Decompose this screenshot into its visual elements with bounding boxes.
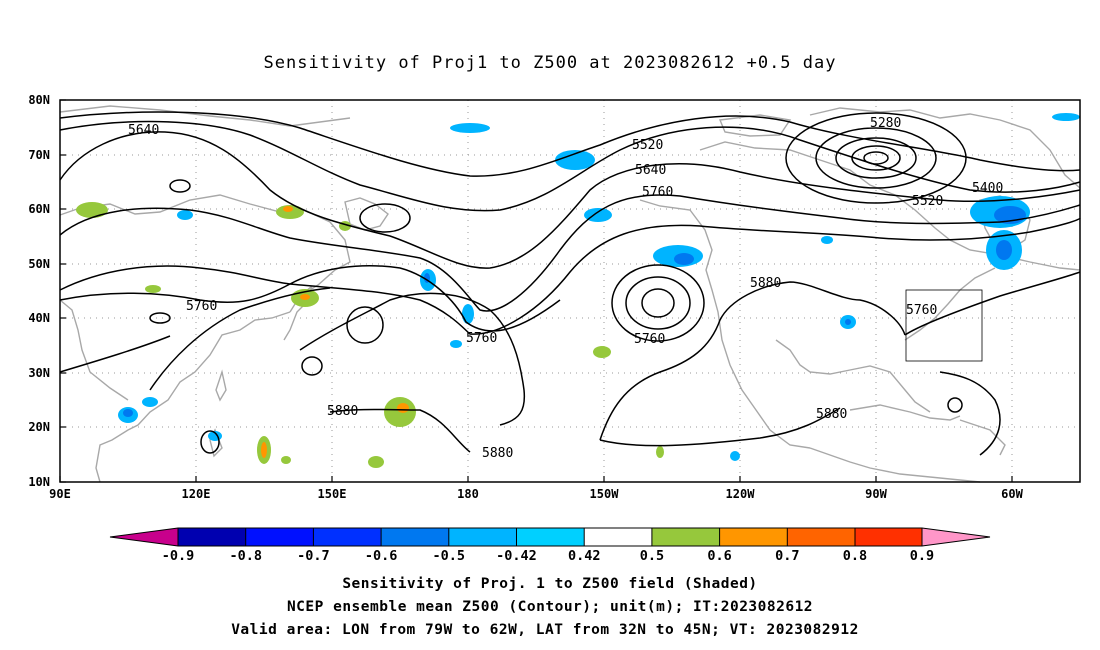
contour-label: 5760 bbox=[186, 299, 217, 314]
colorbar-label: 0.9 bbox=[910, 548, 934, 564]
contour-label: 5520 bbox=[632, 138, 663, 153]
caption-line-2: NCEP ensemble mean Z500 (Contour); unit(… bbox=[287, 599, 813, 615]
colorbar-segment bbox=[381, 528, 449, 546]
lat-label: 20N bbox=[28, 420, 50, 434]
lon-label: 180 bbox=[457, 487, 479, 501]
colorbar-low-triangle bbox=[110, 528, 178, 546]
colorbar-segment bbox=[245, 528, 314, 546]
contour-label: 5520 bbox=[912, 194, 943, 209]
colorbar-label: -0.8 bbox=[229, 548, 262, 564]
caption: Sensitivity of Proj. 1 to Z500 field (Sh… bbox=[231, 576, 859, 638]
valid-area-box bbox=[905, 289, 983, 362]
colorbar-high-triangle bbox=[922, 528, 990, 546]
contour-label: 5880 bbox=[482, 446, 513, 461]
z500-contours bbox=[59, 111, 1081, 456]
lat-label: 50N bbox=[28, 257, 50, 271]
colorbar-segment bbox=[651, 528, 720, 546]
contour-label: 5280 bbox=[870, 116, 901, 131]
colorbar-segment bbox=[787, 528, 855, 546]
figure-title: Sensitivity of Proj1 to Z500 at 20230826… bbox=[264, 53, 837, 73]
contour-label: 5760 bbox=[466, 331, 497, 346]
lon-label: 150W bbox=[590, 487, 620, 501]
colorbar-label: 0.7 bbox=[775, 548, 799, 564]
colorbar-labels: -0.9 -0.8 -0.7 -0.6 -0.5 -0.42 0.42 0.5 … bbox=[162, 548, 934, 564]
colorbar-label: 0.5 bbox=[640, 548, 664, 564]
lon-label: 60W bbox=[1001, 487, 1023, 501]
coastlines bbox=[59, 105, 1081, 483]
colorbar-label: 0.8 bbox=[843, 548, 867, 564]
contour-label: 5880 bbox=[327, 404, 358, 419]
contour-label: 5760 bbox=[642, 185, 673, 200]
longitude-labels: 90E 120E 150E 180 150W 120W 90W 60W bbox=[49, 487, 1023, 501]
contour-label: 5880 bbox=[816, 407, 847, 422]
colorbar bbox=[109, 527, 991, 547]
colorbar-label: -0.9 bbox=[162, 548, 195, 564]
colorbar-segment bbox=[719, 528, 788, 546]
contour-label: 5760 bbox=[906, 303, 937, 318]
contour-label: 5880 bbox=[750, 276, 781, 291]
contour-label: 5400 bbox=[972, 181, 1003, 196]
colorbar-segment bbox=[178, 528, 246, 546]
lat-label: 10N bbox=[28, 475, 50, 489]
axis-ticks bbox=[59, 99, 1013, 483]
caption-line-1: Sensitivity of Proj. 1 to Z500 field (Sh… bbox=[342, 576, 757, 592]
colorbar-segment bbox=[448, 528, 517, 546]
lon-label: 150E bbox=[318, 487, 347, 501]
lon-label: 90W bbox=[865, 487, 887, 501]
lat-label: 30N bbox=[28, 366, 50, 380]
lat-label: 60N bbox=[28, 202, 50, 216]
map-border bbox=[59, 99, 1081, 483]
colorbar-label: -0.7 bbox=[297, 548, 330, 564]
colorbar-label: -0.42 bbox=[496, 548, 537, 564]
lat-label: 40N bbox=[28, 311, 50, 325]
latitude-labels: 80N 70N 60N 50N 40N 30N 20N 10N bbox=[28, 93, 50, 489]
lon-label: 120E bbox=[182, 487, 211, 501]
colorbar-label: 0.6 bbox=[707, 548, 731, 564]
colorbar-segment bbox=[855, 528, 922, 546]
contour-label: 5640 bbox=[635, 163, 666, 178]
sensitivity-shading bbox=[76, 113, 1080, 468]
colorbar-segment bbox=[584, 528, 652, 546]
contour-label: 5640 bbox=[128, 123, 159, 138]
colorbar-label: -0.5 bbox=[433, 548, 466, 564]
caption-line-3: Valid area: LON from 79W to 62W, LAT fro… bbox=[231, 622, 859, 638]
lon-label: 90E bbox=[49, 487, 71, 501]
contour-labels: 5640 5520 5640 5760 5280 5400 5520 5760 … bbox=[128, 116, 1003, 461]
colorbar-label: -0.6 bbox=[365, 548, 398, 564]
colorbar-segment bbox=[313, 528, 382, 546]
lat-label: 70N bbox=[28, 148, 50, 162]
contour-label: 5760 bbox=[634, 332, 665, 347]
colorbar-label: 0.42 bbox=[568, 548, 601, 564]
lon-label: 120W bbox=[726, 487, 756, 501]
lat-label: 80N bbox=[28, 93, 50, 107]
colorbar-segment bbox=[516, 528, 585, 546]
